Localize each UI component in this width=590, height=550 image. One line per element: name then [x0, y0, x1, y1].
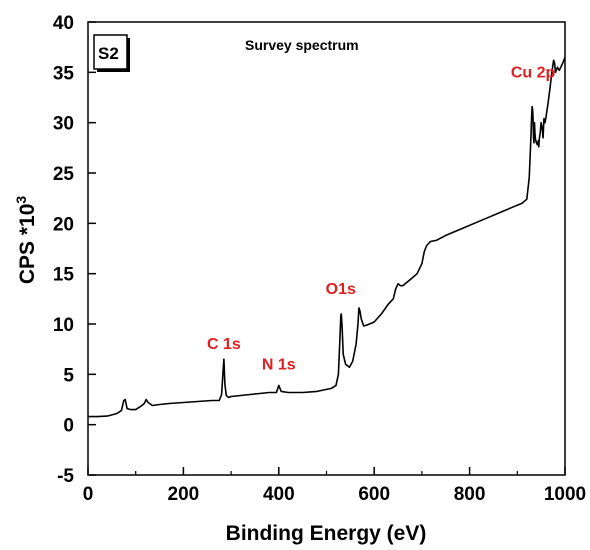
sample-tag-box	[93, 34, 128, 70]
peak-annotation: N 1s	[262, 356, 296, 373]
y-tick-label: 25	[53, 164, 75, 185]
peak-annotations: C 1s N 1s O1s Cu 2p	[207, 64, 555, 373]
peak-annotation: O1s	[326, 281, 356, 298]
y-tick-label: 10	[53, 315, 74, 336]
series-group	[88, 56, 566, 418]
sample-tag-label: S2	[98, 44, 119, 63]
x-tick-label: 600	[358, 484, 390, 505]
y-axis-title: CPS *103	[13, 196, 39, 285]
y-tick-label: 15	[53, 265, 75, 286]
x-tick-label: 1000	[544, 484, 586, 505]
y-axis-title-main: CPS *10	[16, 204, 39, 285]
y-tick-label: 40	[53, 13, 74, 34]
chart-title: Survey spectrum	[245, 37, 359, 53]
x-tick-label: 400	[263, 484, 295, 505]
plot-frame	[87, 21, 566, 476]
y-tick-label: 30	[53, 114, 74, 135]
peak-annotation: Cu 2p	[511, 64, 556, 81]
y-axis-title-superscript: 3	[13, 196, 29, 204]
sample-tag: S2	[93, 34, 130, 72]
peak-annotation: C 1s	[207, 336, 241, 353]
y-tick-label: 5	[63, 365, 74, 386]
spectrum-line	[88, 56, 566, 418]
x-tick-label: 800	[454, 484, 486, 505]
y-axis-ticks: -5 0 5 10 15 20 25 30 35 40	[53, 13, 96, 487]
x-axis-title: Binding Energy (eV)	[226, 522, 427, 545]
x-tick-label: 0	[83, 484, 94, 505]
y-tick-label: 20	[53, 214, 74, 235]
x-axis-ticks: 0 200 400 600 800 1000	[83, 467, 586, 505]
y-tick-label: 35	[53, 63, 75, 84]
y-tick-label: -5	[57, 466, 74, 487]
y-tick-label: 0	[63, 416, 74, 437]
x-tick-label: 200	[168, 484, 200, 505]
